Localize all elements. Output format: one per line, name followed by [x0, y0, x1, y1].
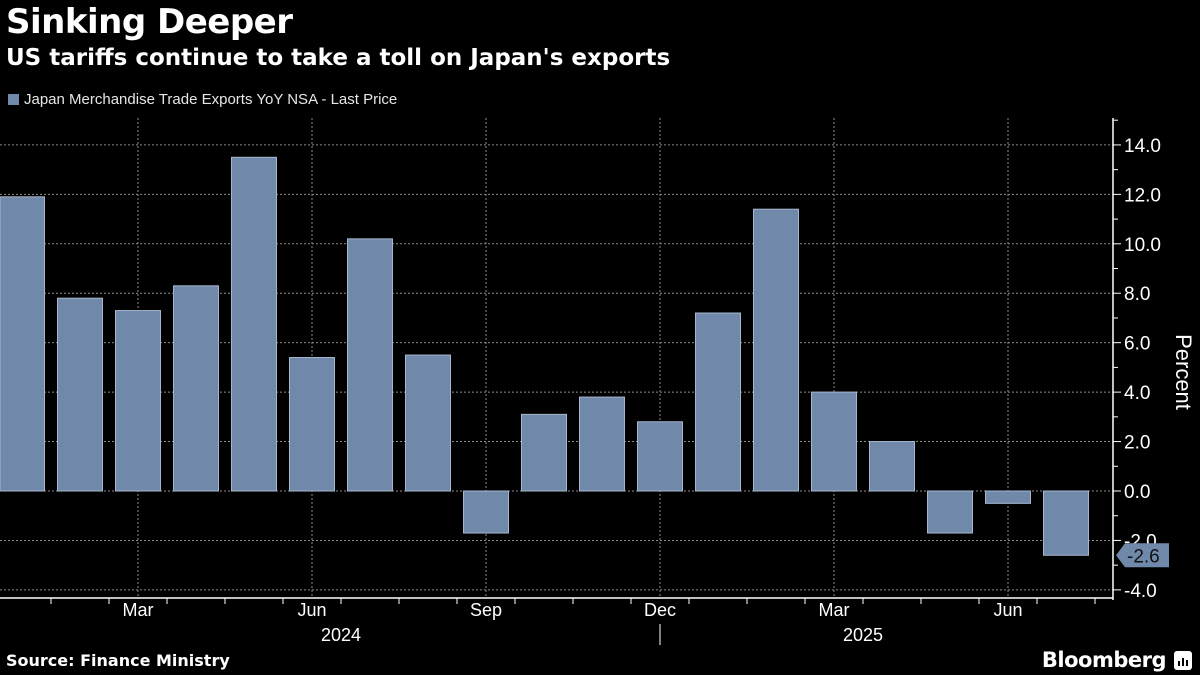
bar: [405, 354, 451, 492]
bar: [869, 441, 915, 492]
bar: [753, 208, 799, 492]
y-tick-label: 2.0: [1124, 433, 1150, 454]
source-note: Source: Finance Ministry: [6, 651, 230, 670]
y-tick-label: 6.0: [1124, 334, 1150, 355]
bars: [0, 156, 1089, 556]
chart-subtitle: US tariffs continue to take a toll on Ja…: [6, 45, 671, 71]
bar: [289, 357, 335, 492]
x-tick-label: Mar: [819, 600, 850, 620]
year-label: 2025: [843, 625, 883, 645]
x-tick-label: Jun: [297, 600, 326, 620]
bar: [57, 297, 103, 492]
x-tick-label: Dec: [644, 600, 676, 620]
x-tick-label: Mar: [123, 600, 154, 620]
last-value-callout: [1116, 543, 1169, 568]
axes: [0, 118, 1121, 645]
bar: [637, 421, 683, 492]
axis-labels: 14.012.010.08.06.04.02.00.0-2.0-4.0Perce…: [123, 136, 1197, 645]
y-axis-title: Percent: [1171, 334, 1196, 410]
legend: Japan Merchandise Trade Exports YoY NSA …: [8, 91, 397, 108]
bloomberg-chart-icon: [1174, 651, 1192, 670]
bar: [347, 238, 393, 492]
y-tick-label: 10.0: [1124, 235, 1161, 256]
bar: [231, 156, 277, 492]
y-tick-label: 12.0: [1124, 185, 1161, 206]
bar: [521, 413, 567, 492]
legend-swatch: [8, 94, 19, 105]
bar: [1043, 490, 1089, 556]
bar: [985, 490, 1031, 504]
y-tick-label: 14.0: [1124, 136, 1161, 157]
bar: [695, 312, 741, 492]
bar: [927, 490, 973, 534]
bar: [463, 490, 509, 534]
y-tick-label: 8.0: [1124, 284, 1150, 305]
y-tick-label: 0.0: [1124, 482, 1150, 503]
chart-title: Sinking Deeper: [6, 2, 293, 42]
legend-label: Japan Merchandise Trade Exports YoY NSA …: [24, 91, 398, 108]
bar: [579, 396, 625, 492]
x-tick-label: Sep: [470, 600, 502, 620]
last-value-label: -2.6: [1127, 546, 1160, 567]
y-tick-label: -4.0: [1124, 581, 1157, 602]
bar: [0, 196, 45, 492]
bar: [173, 285, 219, 492]
year-label: 2024: [321, 625, 361, 645]
x-tick-label: Jun: [993, 600, 1022, 620]
bloomberg-logo: Bloomberg: [1041, 648, 1167, 672]
bar: [115, 310, 161, 492]
bar: [811, 391, 857, 492]
y-tick-label: 4.0: [1124, 383, 1150, 404]
